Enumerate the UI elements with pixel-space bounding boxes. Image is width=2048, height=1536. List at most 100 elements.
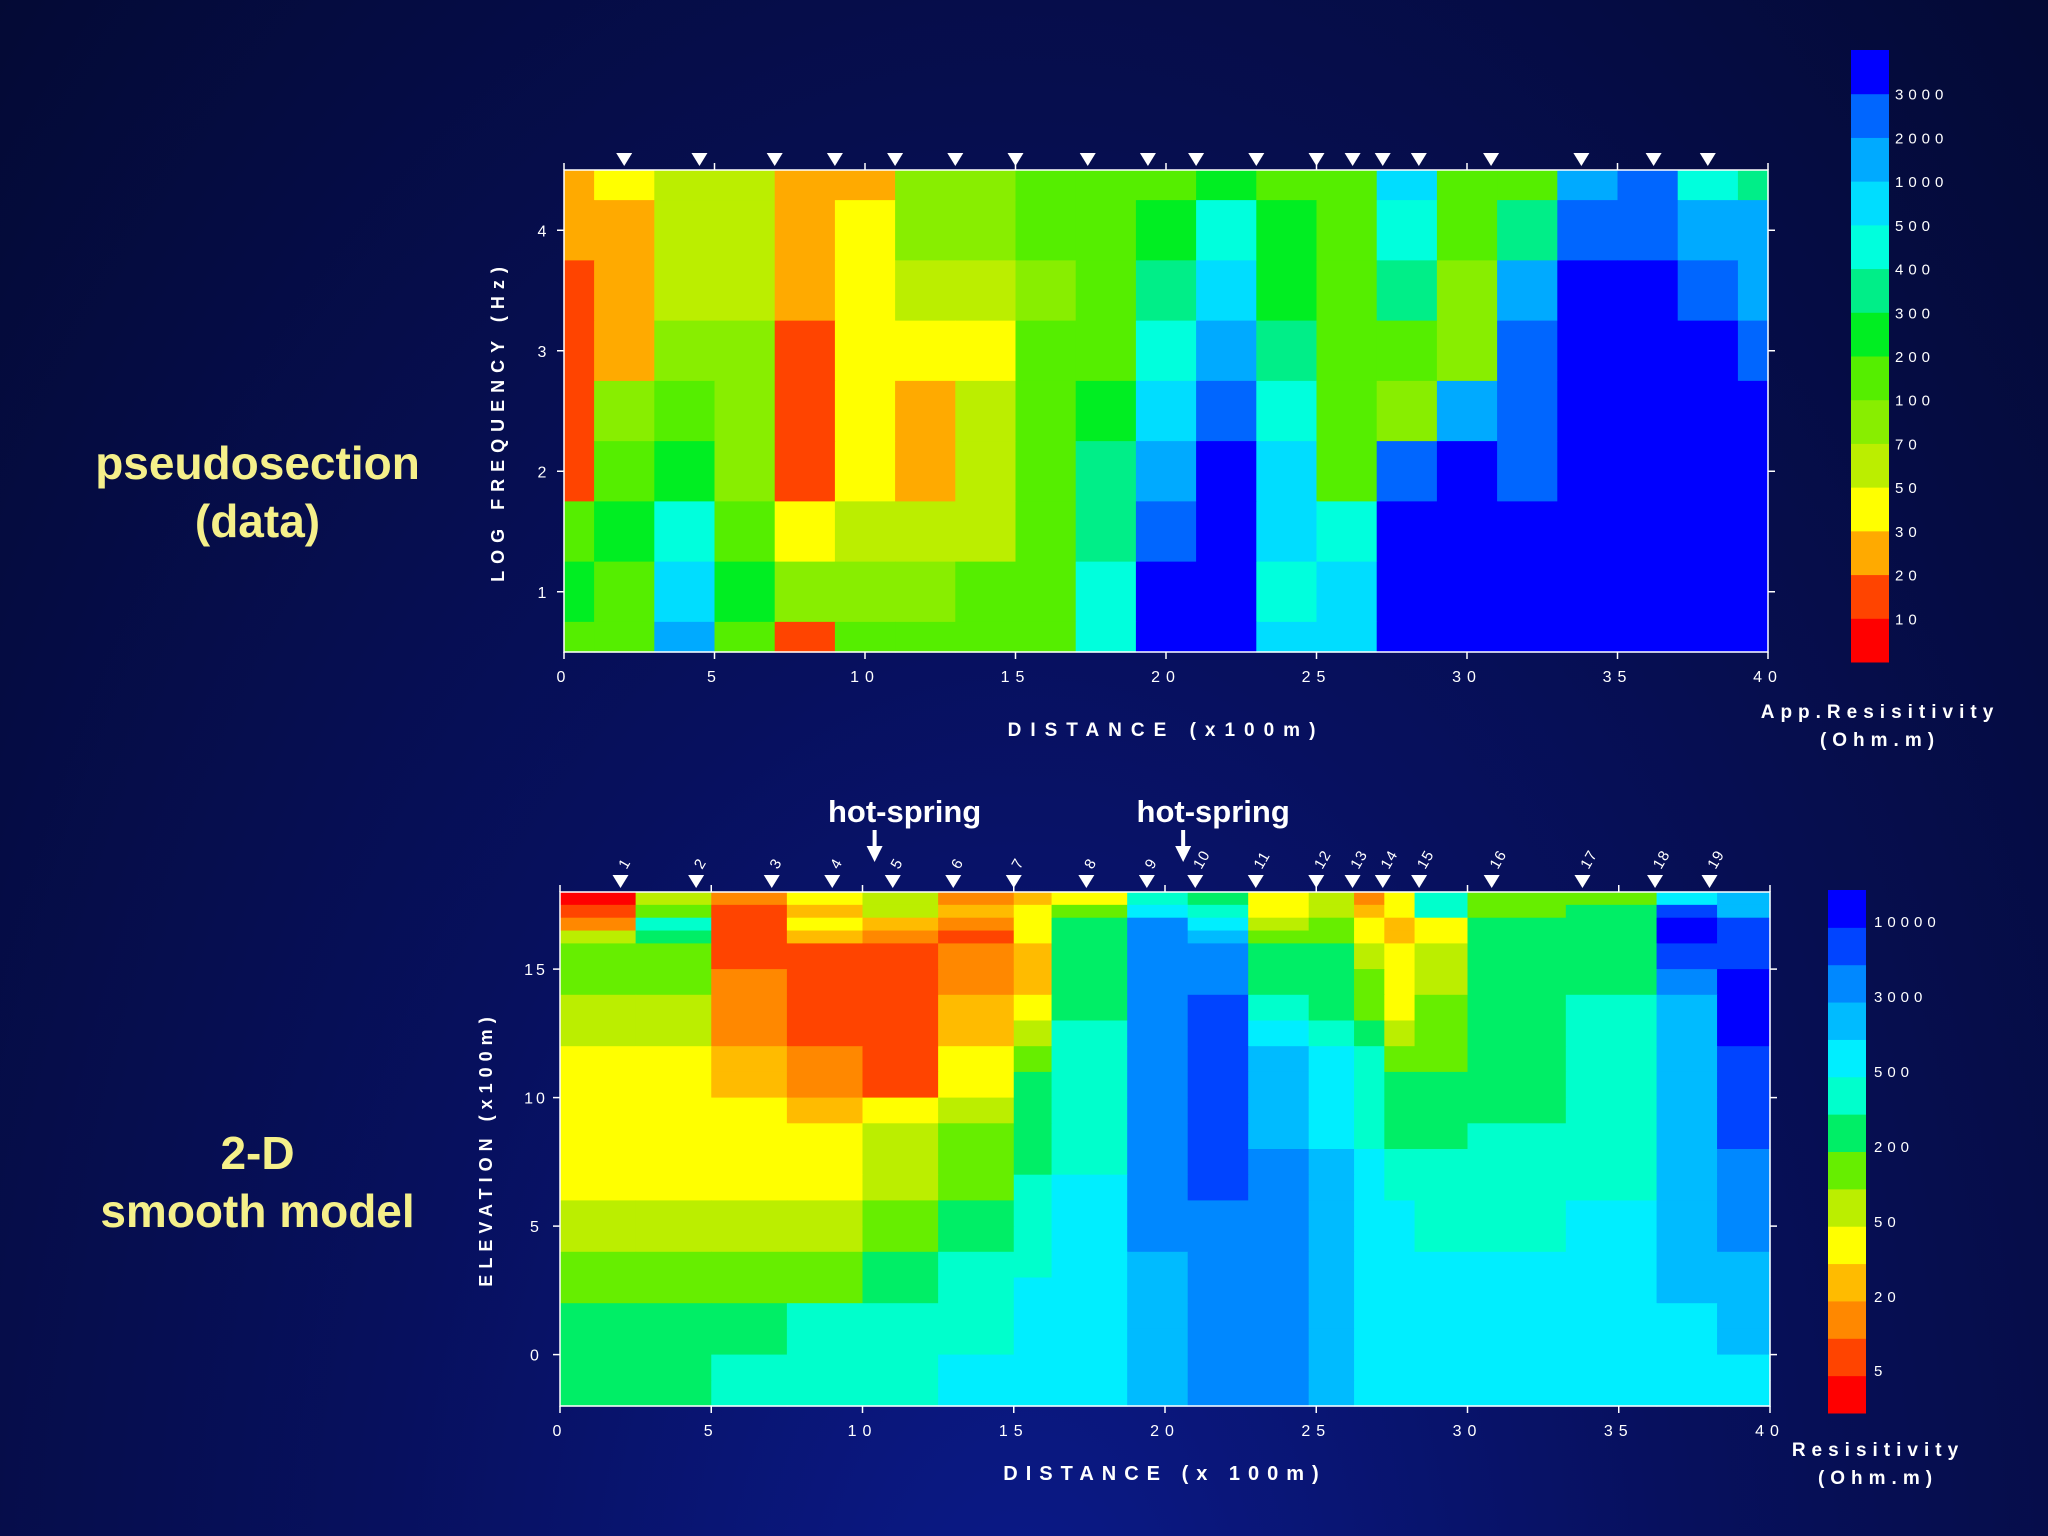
heatmap-cell xyxy=(1075,561,1137,623)
model-cell xyxy=(1717,1303,1771,1330)
y-axis-label: LOG FREQUENCY (Hz) xyxy=(488,260,508,582)
heatmap-cell xyxy=(1617,441,1679,502)
model-cell xyxy=(711,1200,788,1227)
colorbar-unit: (Ohm.m) xyxy=(1818,1468,1938,1489)
colorbar-swatch xyxy=(1828,1263,1866,1302)
heatmap-cell xyxy=(1436,441,1498,502)
heatmap-cell xyxy=(654,320,716,382)
model-cell xyxy=(1717,1200,1771,1227)
model-cell xyxy=(1127,1380,1189,1407)
y-tick-label: 10 xyxy=(524,1091,548,1108)
heatmap-cell xyxy=(1135,260,1197,322)
model-cell xyxy=(1248,1149,1310,1176)
hot-spring-label: hot-spring xyxy=(1137,794,1290,829)
model-cell xyxy=(1187,1174,1249,1201)
heatmap-cell xyxy=(1497,320,1558,382)
colorbar-label: 70 xyxy=(1895,436,1922,453)
model-cell xyxy=(1414,1328,1469,1356)
station-marker xyxy=(1647,875,1664,888)
model-cell xyxy=(1467,1174,1567,1201)
heatmap-cell xyxy=(1557,380,1619,442)
model-cell xyxy=(1717,1380,1771,1407)
model-cell xyxy=(1187,1303,1249,1330)
heatmap-cell xyxy=(1196,380,1257,442)
hot-spring-label: hot-spring xyxy=(828,794,981,829)
heatmap-cell xyxy=(1497,621,1558,653)
model-cell xyxy=(862,1174,939,1201)
station-number: 1 xyxy=(615,855,634,872)
heatmap-cell xyxy=(654,380,716,442)
model-cell xyxy=(1414,1380,1469,1407)
model-cell xyxy=(1013,904,1053,919)
x-tick-label: 40 xyxy=(1755,1423,1785,1440)
model-cell xyxy=(1414,1149,1469,1176)
heatmap-cell xyxy=(564,561,595,623)
model-cell xyxy=(1565,969,1658,996)
heatmap-cell xyxy=(1256,260,1318,322)
heatmap-cell xyxy=(774,501,836,563)
model-cell xyxy=(862,943,939,970)
x-tick-label: 0 xyxy=(553,1423,568,1440)
smooth-model-label: 2-D smooth model xyxy=(50,1125,465,1240)
model-cell xyxy=(711,943,788,970)
heatmap-cell xyxy=(1677,501,1739,563)
heatmap-cell xyxy=(1737,320,1769,382)
station-marker xyxy=(1308,153,1325,166)
heatmap-cell xyxy=(594,561,655,623)
heatmap-cell xyxy=(1075,621,1137,653)
station-marker xyxy=(1007,153,1024,166)
model-cell xyxy=(1656,1226,1718,1253)
heatmap-cell xyxy=(1497,200,1558,261)
model-cell xyxy=(1354,1071,1385,1099)
heatmap-cell xyxy=(1557,501,1619,563)
colorbar-label: 500 xyxy=(1874,1064,1914,1081)
heatmap-cell xyxy=(1135,501,1197,563)
model-cell xyxy=(1051,892,1128,906)
station-number: 13 xyxy=(1347,847,1371,872)
heatmap-cell xyxy=(895,621,956,653)
station-marker xyxy=(1645,153,1662,166)
model-cell xyxy=(1308,943,1355,970)
model-cell xyxy=(560,1354,637,1381)
model-cell xyxy=(1308,1071,1355,1099)
model-cell xyxy=(1565,1226,1658,1253)
model-cell xyxy=(1127,1354,1189,1381)
model-cell xyxy=(1354,930,1385,944)
model-cell xyxy=(1565,943,1658,970)
model-cell xyxy=(1467,904,1567,919)
model-cell xyxy=(1565,1020,1658,1047)
model-cell xyxy=(635,1149,712,1176)
colorbar-label: 500 xyxy=(1895,218,1935,235)
station-marker xyxy=(1005,875,1022,888)
model-cell xyxy=(1248,1046,1310,1073)
heatmap-cell xyxy=(1075,170,1137,201)
heatmap-cell xyxy=(1316,320,1378,382)
model-cell xyxy=(786,1380,864,1407)
model-cell xyxy=(1467,917,1567,932)
station-marker xyxy=(826,153,843,166)
model-cell xyxy=(1467,943,1567,970)
model-cell xyxy=(938,1046,1015,1073)
model-cell xyxy=(1354,1226,1385,1253)
pseudosection-label-line2: (data) xyxy=(194,494,321,547)
model-cell xyxy=(1248,1097,1310,1124)
heatmap-cell xyxy=(594,170,655,201)
heatmap-cell xyxy=(1015,621,1077,653)
model-cell xyxy=(1656,1328,1718,1356)
station-marker xyxy=(1701,875,1718,888)
x-tick-label: 5 xyxy=(704,1423,719,1440)
model-cell xyxy=(1656,917,1718,932)
model-cell xyxy=(560,1200,637,1227)
model-cell xyxy=(786,1277,864,1304)
model-cell xyxy=(1013,1303,1053,1330)
model-cell xyxy=(1013,1046,1053,1073)
model-cell xyxy=(1187,969,1249,996)
heatmap-cell xyxy=(1015,441,1077,502)
model-cell xyxy=(1414,1097,1469,1124)
model-cell xyxy=(1717,1020,1771,1047)
model-cell xyxy=(1248,1277,1310,1304)
model-cell xyxy=(1308,1303,1355,1330)
model-cell xyxy=(1051,1380,1128,1407)
model-cell xyxy=(862,1097,939,1124)
